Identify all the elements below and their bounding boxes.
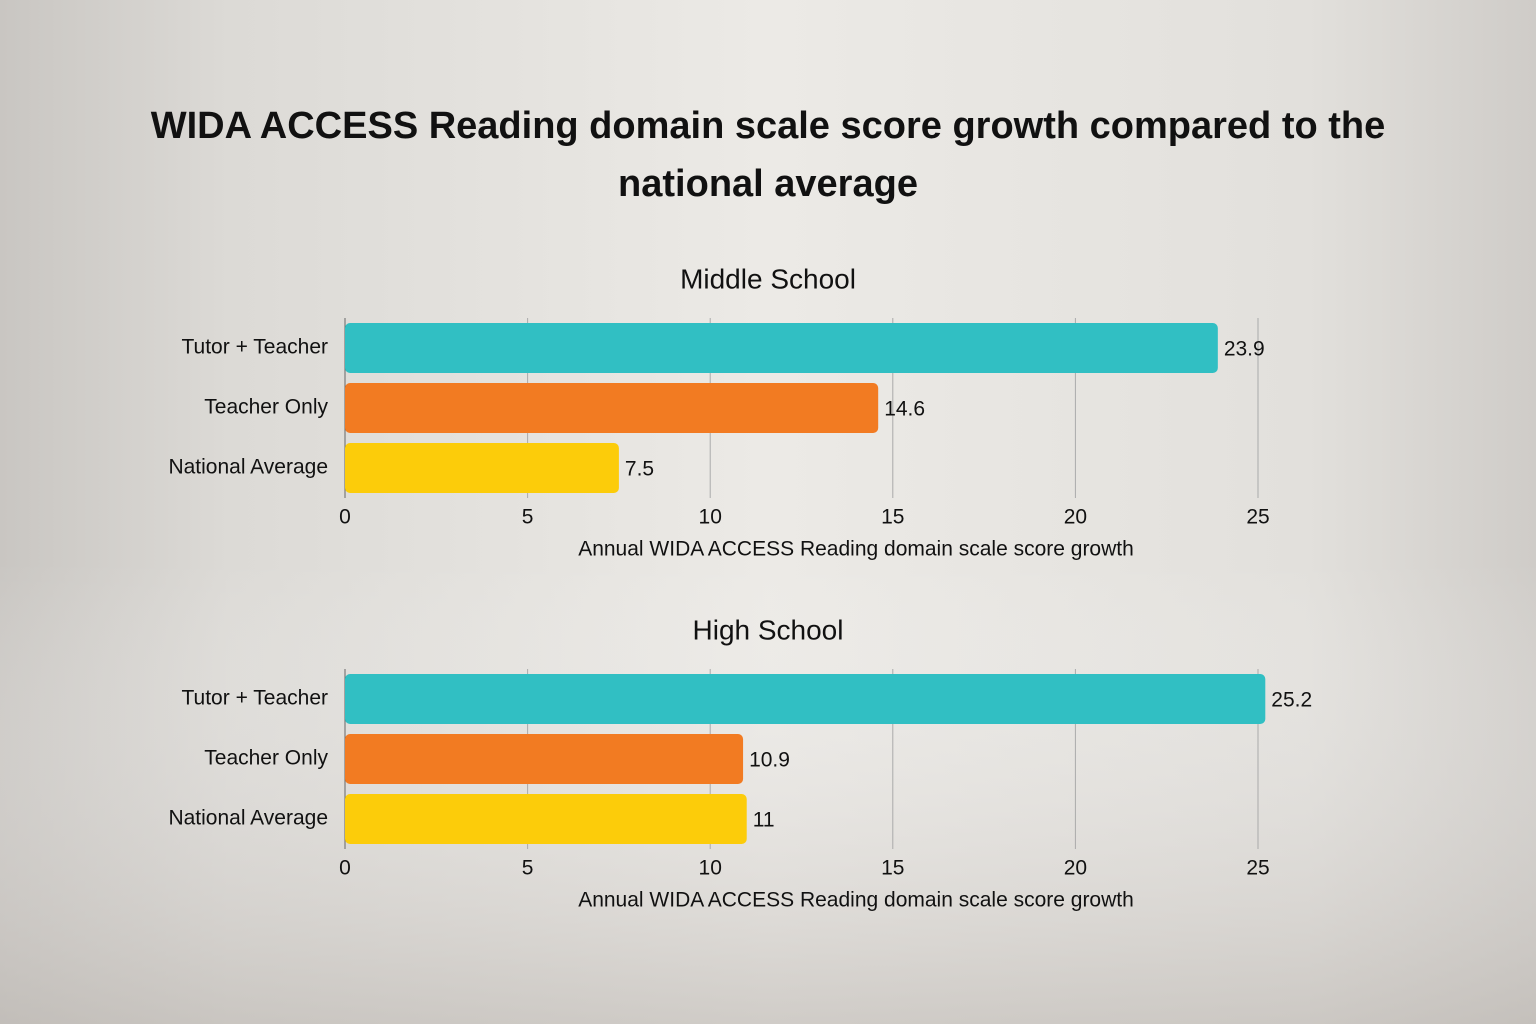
value-label: 11 <box>753 809 775 832</box>
x-tick-label: 0 <box>339 857 351 880</box>
y-tick-label: National Average <box>168 807 328 830</box>
background-floor <box>0 560 1536 1024</box>
x-tick-label: 15 <box>881 857 904 880</box>
bar <box>345 794 747 844</box>
value-label: 10.9 <box>749 749 790 772</box>
x-tick-label: 0 <box>339 506 351 529</box>
y-tick-label: National Average <box>168 456 328 479</box>
chart-title: WIDA ACCESS Reading domain scale score g… <box>151 105 1386 205</box>
value-label: 7.5 <box>625 458 654 481</box>
x-axis-label: Annual WIDA ACCESS Reading domain scale … <box>578 889 1134 912</box>
y-tick-label: Teacher Only <box>204 747 328 770</box>
bar <box>345 443 619 493</box>
bar <box>345 674 1266 724</box>
bar <box>345 383 879 433</box>
charts: Middle School 0 5 10 15 20 25 Tutor + Teacher 23… <box>168 263 1312 911</box>
x-tick-label: 5 <box>522 506 534 529</box>
x-tick-label: 5 <box>522 857 534 880</box>
x-tick-label: 20 <box>1064 506 1087 529</box>
x-tick-label: 10 <box>699 857 722 880</box>
x-tick-label: 25 <box>1246 506 1269 529</box>
bar <box>345 734 744 784</box>
subplot-title: High School <box>693 614 844 645</box>
bar <box>345 323 1218 373</box>
y-tick-label: Tutor + Teacher <box>182 687 329 710</box>
x-tick-label: 10 <box>699 506 722 529</box>
value-label: 23.9 <box>1224 338 1265 361</box>
x-axis-label: Annual WIDA ACCESS Reading domain scale … <box>578 538 1134 561</box>
value-label: 25.2 <box>1271 689 1312 712</box>
value-label: 14.6 <box>884 398 925 421</box>
x-tick-label: 20 <box>1064 857 1087 880</box>
y-tick-label: Tutor + Teacher <box>182 336 329 359</box>
y-tick-label: Teacher Only <box>204 396 328 419</box>
x-tick-label: 15 <box>881 506 904 529</box>
x-tick-label: 25 <box>1246 857 1269 880</box>
subplot-title: Middle School <box>680 263 856 294</box>
